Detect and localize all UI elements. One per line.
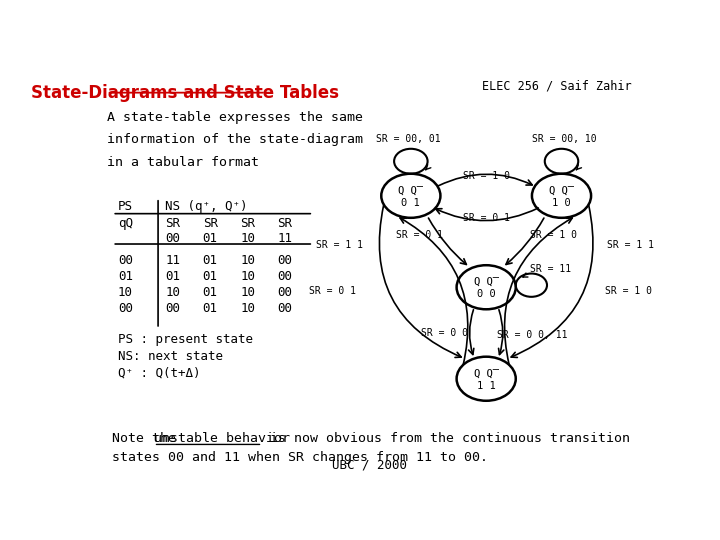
Text: 01: 01 — [203, 270, 217, 283]
Text: PS: PS — [118, 200, 133, 213]
Text: 01: 01 — [203, 286, 217, 299]
Text: SR: SR — [240, 217, 255, 230]
Text: SR = 00, 10: SR = 00, 10 — [532, 134, 597, 144]
Text: SR = 0 1: SR = 0 1 — [396, 230, 443, 240]
Text: A state-table expresses the same: A state-table expresses the same — [107, 111, 363, 124]
Text: 01: 01 — [203, 302, 217, 315]
Text: 00: 00 — [166, 302, 180, 315]
Text: SR = 00, 01: SR = 00, 01 — [376, 134, 441, 144]
Text: SR = 1 1: SR = 1 1 — [607, 240, 654, 250]
Text: 01: 01 — [203, 232, 217, 245]
Text: State-Diagrams and State Tables: State-Diagrams and State Tables — [31, 84, 339, 102]
Text: SR = 0 1: SR = 0 1 — [463, 213, 510, 223]
Text: Q Q̅: Q Q̅ — [474, 277, 499, 287]
Text: 10: 10 — [166, 286, 180, 299]
Text: SR: SR — [203, 217, 217, 230]
Text: SR: SR — [166, 217, 180, 230]
Text: SR = 1 1: SR = 1 1 — [316, 240, 363, 250]
Text: SR = 1 0: SR = 1 0 — [463, 171, 510, 181]
Text: 10: 10 — [240, 254, 255, 267]
Text: 11: 11 — [277, 232, 292, 245]
Text: Q Q̅: Q Q̅ — [549, 185, 574, 195]
Text: 00: 00 — [277, 270, 292, 283]
Text: SR = 0 0, 11: SR = 0 0, 11 — [497, 330, 567, 340]
Text: SR: SR — [277, 217, 292, 230]
Text: SR = 1 0: SR = 1 0 — [530, 230, 577, 240]
Text: 01: 01 — [118, 270, 133, 283]
Text: information of the state-diagram: information of the state-diagram — [107, 133, 363, 146]
Text: unstable behavior: unstable behavior — [153, 431, 289, 444]
Text: ELEC 256 / Saif Zahir: ELEC 256 / Saif Zahir — [482, 79, 631, 92]
Text: SR = 0 1: SR = 0 1 — [309, 286, 356, 296]
Text: qQ: qQ — [118, 217, 133, 230]
Text: is now obvious from the continuous transition: is now obvious from the continuous trans… — [262, 431, 631, 444]
Text: 0 0: 0 0 — [477, 289, 495, 299]
Text: states 00 and 11 when SR changes from 11 to 00.: states 00 and 11 when SR changes from 11… — [112, 451, 488, 464]
Text: Note the: Note the — [112, 431, 184, 444]
Text: 00: 00 — [118, 302, 133, 315]
Text: PS : present state: PS : present state — [118, 333, 253, 346]
Text: 01: 01 — [203, 254, 217, 267]
Text: 00: 00 — [166, 232, 180, 245]
Text: 0 1: 0 1 — [402, 198, 420, 208]
Text: 00: 00 — [277, 302, 292, 315]
Text: SR = 0 0: SR = 0 0 — [420, 328, 468, 338]
Text: 00: 00 — [277, 254, 292, 267]
Text: 10: 10 — [240, 270, 255, 283]
Text: 1 0: 1 0 — [552, 198, 571, 208]
Text: UBC / 2000: UBC / 2000 — [331, 458, 407, 471]
Text: NS (q⁺, Q⁺): NS (q⁺, Q⁺) — [166, 200, 248, 213]
Text: 01: 01 — [166, 270, 180, 283]
Text: 10: 10 — [240, 232, 255, 245]
Text: NS: next state: NS: next state — [118, 350, 223, 363]
Text: Q Q̅: Q Q̅ — [474, 368, 499, 379]
Text: 00: 00 — [118, 254, 133, 267]
Text: 11: 11 — [166, 254, 180, 267]
Text: 10: 10 — [240, 302, 255, 315]
Text: SR = 1 0: SR = 1 0 — [605, 286, 652, 296]
Text: 1 1: 1 1 — [477, 381, 495, 391]
Text: Q⁺ : Q(t+Δ): Q⁺ : Q(t+Δ) — [118, 367, 200, 380]
Text: Q Q̅: Q Q̅ — [398, 185, 423, 195]
FancyBboxPatch shape — [83, 59, 655, 486]
Text: 10: 10 — [118, 286, 133, 299]
Text: 10: 10 — [240, 286, 255, 299]
Text: in a tabular format: in a tabular format — [107, 156, 258, 169]
Text: 00: 00 — [277, 286, 292, 299]
Text: SR = 11: SR = 11 — [531, 264, 572, 274]
